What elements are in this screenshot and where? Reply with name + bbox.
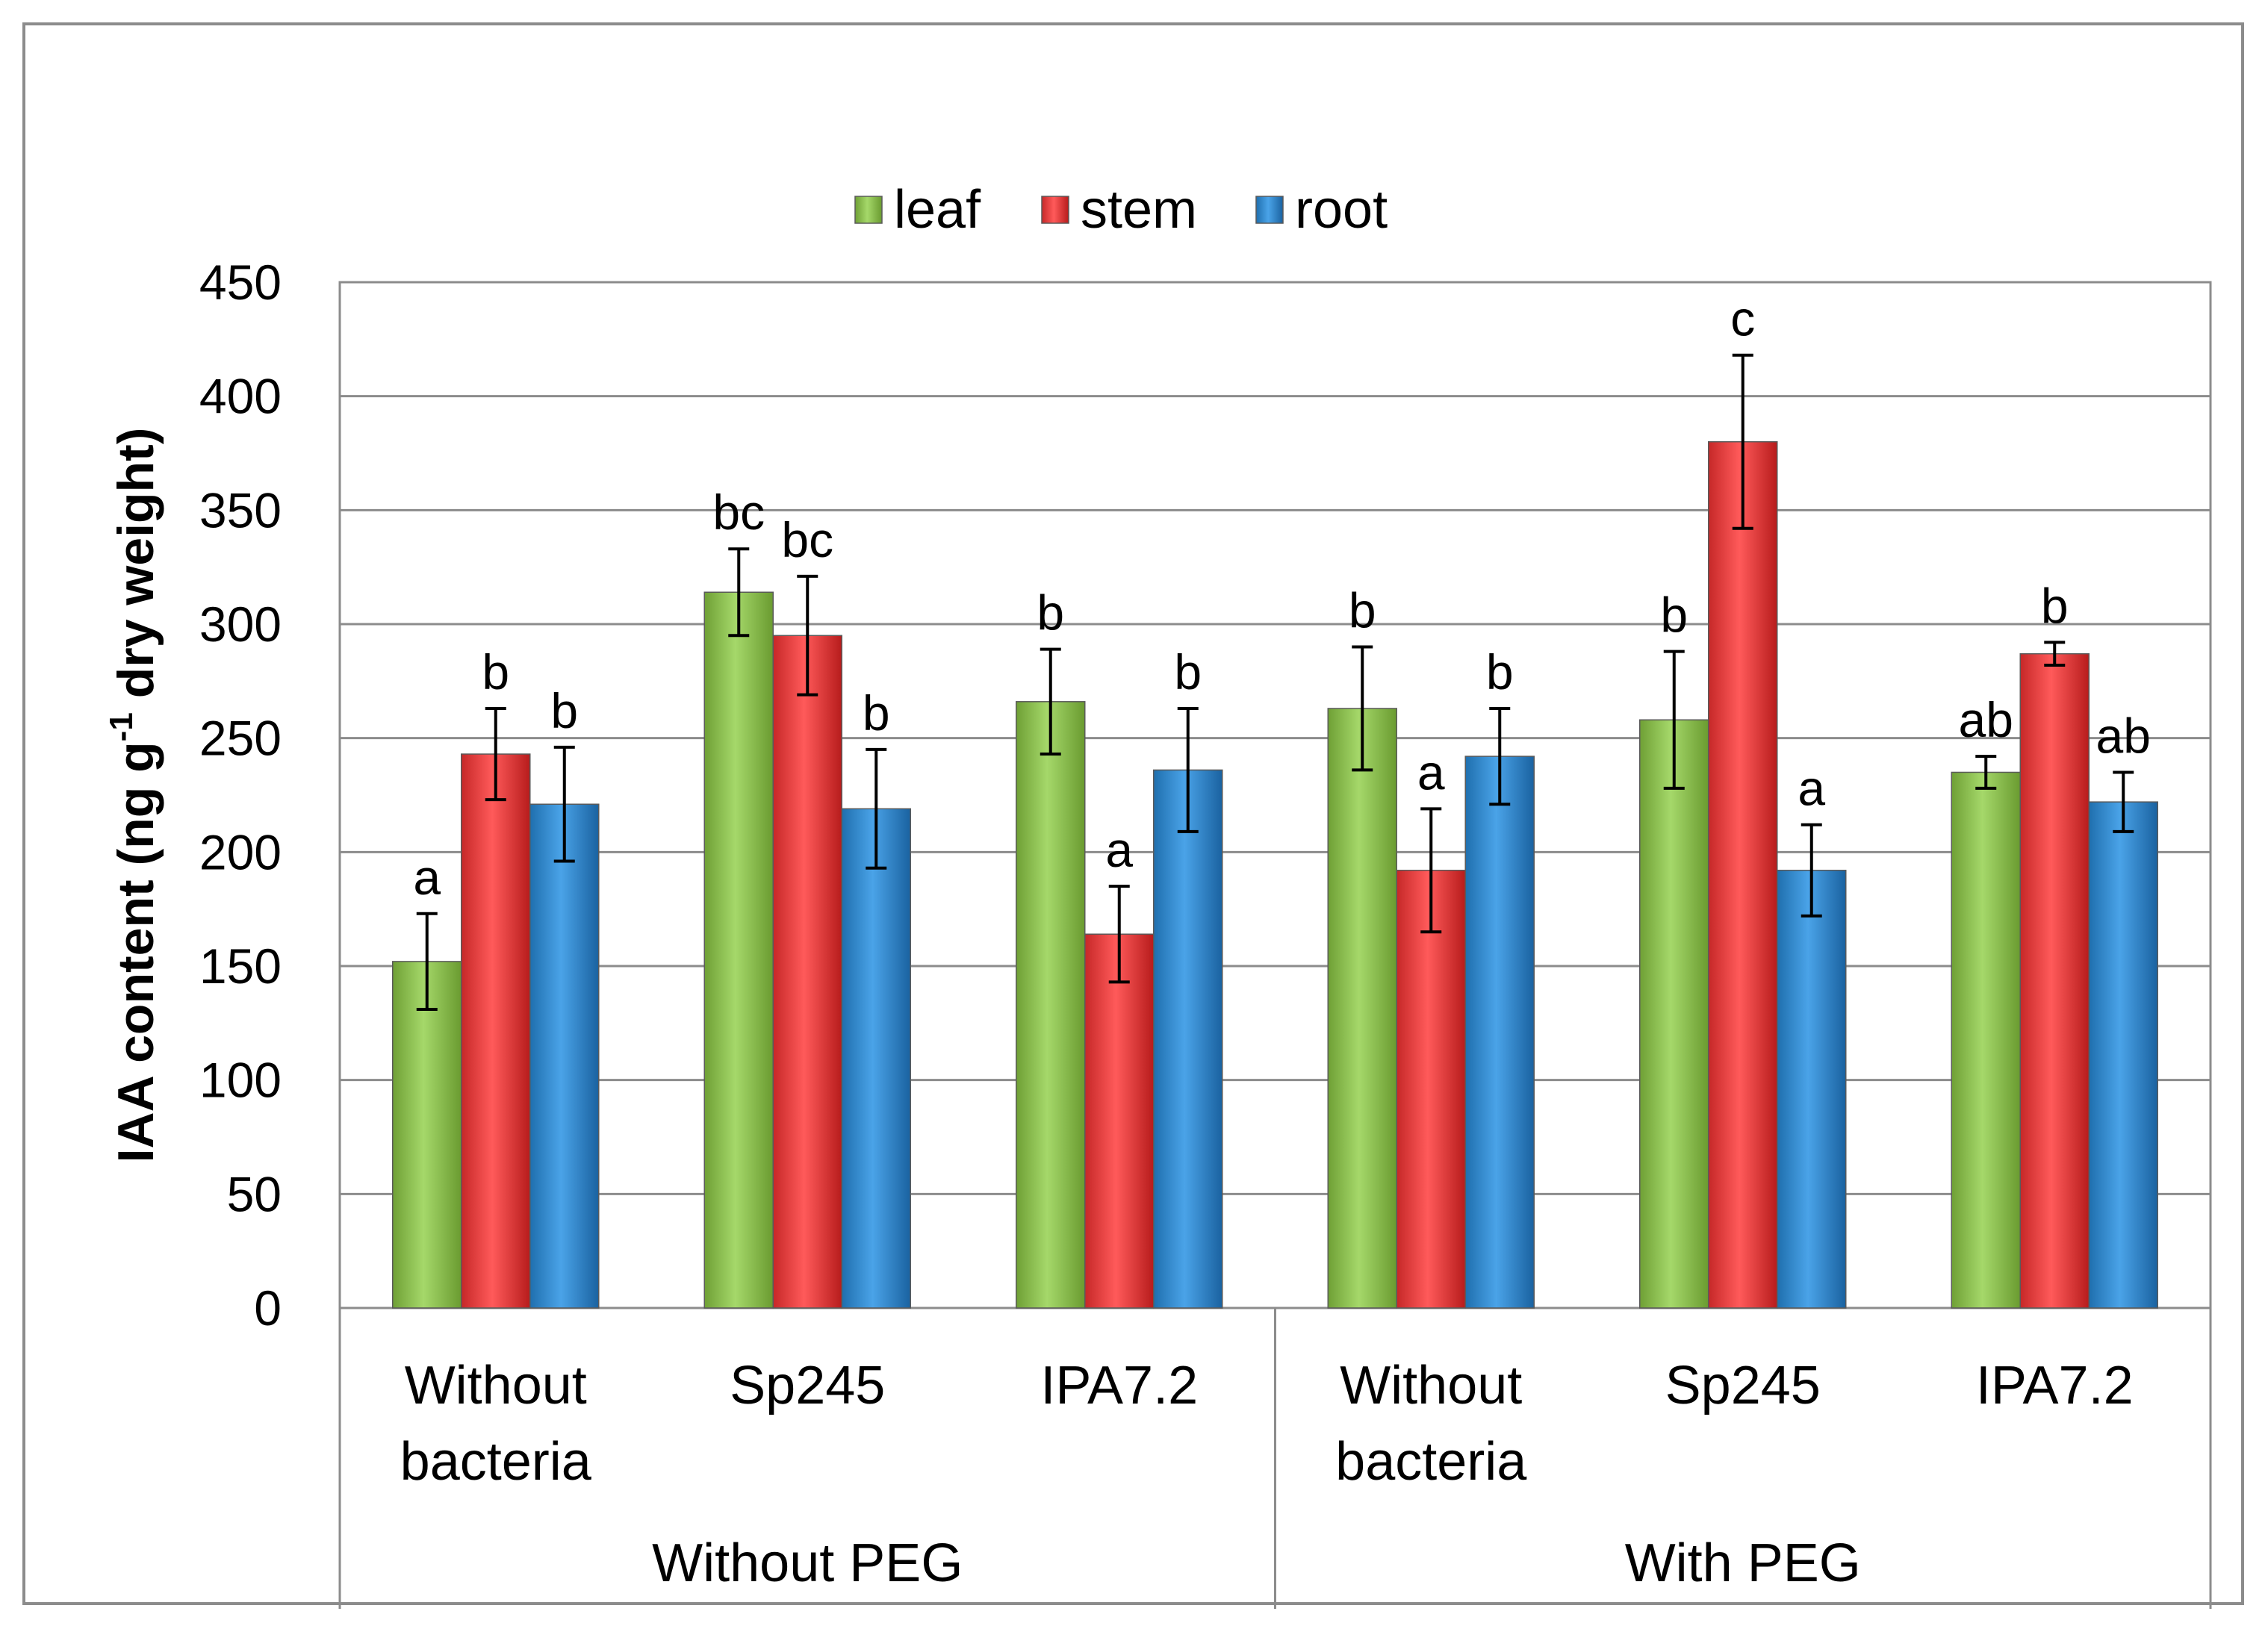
bar-root [841, 808, 911, 1309]
bar-leaf [1327, 708, 1397, 1309]
group-label: With PEG [1625, 1533, 1861, 1593]
bar-stem [461, 753, 531, 1309]
y-axis-label-rest: dry weight) [108, 428, 164, 713]
legend-item-root: root [1255, 180, 1388, 240]
legend-item-stem: stem [1041, 180, 1197, 240]
category-label: bacteria [400, 1432, 592, 1492]
significance-letter: b [1486, 644, 1514, 700]
significance-letter: b [550, 683, 578, 738]
bar-stem [2019, 652, 2090, 1309]
bar-stem [772, 635, 842, 1309]
significance-letter: a [1798, 761, 1825, 816]
category-label: Sp245 [730, 1356, 885, 1415]
y-axis-label-superscript: -1 [103, 712, 140, 741]
significance-letter: b [1174, 644, 1202, 700]
bar-stem [1084, 933, 1155, 1309]
category-label: IPA7.2 [1976, 1356, 2134, 1415]
bar-leaf [1951, 771, 2021, 1309]
y-tick-label: 150 [199, 938, 282, 994]
y-axis-label-main: IAA content (ng g [108, 741, 164, 1162]
legend-swatch-root [1255, 196, 1284, 224]
significance-letter: a [413, 850, 441, 905]
legend-item-leaf: leaf [854, 180, 981, 240]
y-tick-label: 50 [227, 1166, 282, 1221]
significance-letter: b [1660, 588, 1688, 643]
significance-letter: b [863, 685, 890, 741]
significance-letter: ab [1959, 692, 2013, 747]
significance-letter: bc [781, 512, 833, 567]
significance-letter: a [1417, 744, 1445, 800]
chart-frame [22, 22, 2244, 1605]
y-tick-label: 250 [199, 711, 282, 766]
category-label: Sp245 [1665, 1356, 1821, 1415]
bar-leaf [1016, 701, 1086, 1309]
legend-label-root: root [1295, 180, 1388, 240]
significance-letter: bc [712, 485, 765, 540]
significance-letter: c [1730, 291, 1755, 346]
bar-root [1153, 769, 1223, 1309]
y-tick-label: 450 [199, 255, 282, 310]
bar-stem [1396, 870, 1466, 1309]
bar-root [529, 803, 600, 1309]
category-label: IPA7.2 [1040, 1356, 1198, 1415]
significance-letter: b [1037, 585, 1064, 641]
bar-root [2088, 801, 2158, 1309]
group-label: Without PEG [652, 1533, 963, 1593]
y-tick-label: 300 [199, 597, 282, 652]
significance-letter: b [482, 644, 509, 700]
category-label: Without [1340, 1356, 1522, 1415]
y-tick-label: 400 [199, 369, 282, 424]
bar-root [1464, 756, 1535, 1309]
bar-root [1777, 870, 1847, 1309]
bar-leaf [703, 591, 774, 1309]
bar-stem [1708, 440, 1778, 1309]
category-label: bacteria [1335, 1432, 1527, 1492]
plot-area [338, 281, 2212, 1309]
bar-leaf [392, 961, 462, 1309]
legend-label-leaf: leaf [894, 180, 981, 240]
y-tick-label: 100 [199, 1053, 282, 1108]
significance-letter: b [1349, 583, 1376, 638]
legend-swatch-leaf [854, 196, 883, 224]
y-tick-label: 350 [199, 482, 282, 538]
y-axis-label: IAA content (ng g-1 dry weight) [103, 428, 164, 1163]
significance-letter: a [1105, 822, 1133, 877]
legend-swatch-stem [1041, 196, 1069, 224]
significance-letter: ab [2096, 708, 2151, 763]
bar-leaf [1639, 719, 1709, 1309]
significance-letter: b [2041, 578, 2069, 633]
category-label: Without [405, 1356, 587, 1415]
y-tick-label: 200 [199, 824, 282, 879]
legend-label-stem: stem [1081, 180, 1197, 240]
y-tick-label: 0 [254, 1280, 282, 1336]
